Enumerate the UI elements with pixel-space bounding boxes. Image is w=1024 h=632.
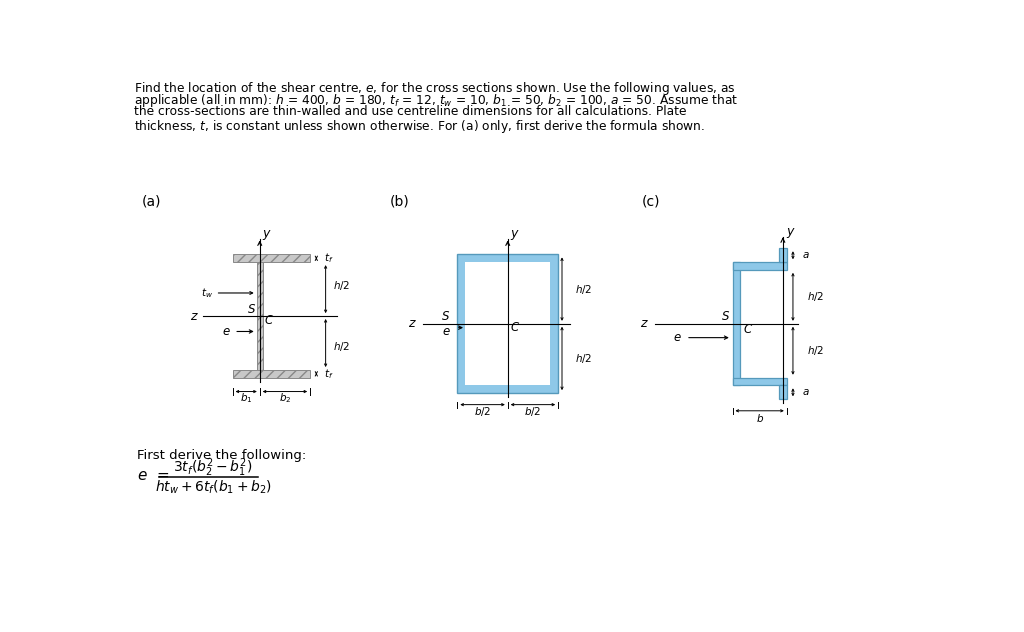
Text: $C$: $C$ <box>743 323 754 336</box>
Text: $b/2$: $b/2$ <box>524 405 542 418</box>
Text: $b/2$: $b/2$ <box>474 405 492 418</box>
Text: thickness, $t$, is constant unless shown otherwise. For (a) only, first derive t: thickness, $t$, is constant unless shown… <box>134 118 706 135</box>
Text: applicable (all in mm): $h$ = 400, $b$ = 180, $t_f$ = 12, $t_w$ = 10, $b_1$ = 50: applicable (all in mm): $h$ = 400, $b$ =… <box>134 92 738 109</box>
Text: $h/2$: $h/2$ <box>334 341 350 353</box>
Text: (a): (a) <box>142 195 162 209</box>
Text: $b_1$: $b_1$ <box>240 391 253 404</box>
Text: $h/2$: $h/2$ <box>807 290 824 303</box>
Text: $e$: $e$ <box>674 331 682 344</box>
Bar <box>465 262 550 386</box>
Text: $y$: $y$ <box>510 228 520 242</box>
Text: (b): (b) <box>390 195 410 209</box>
Text: $h/2$: $h/2$ <box>575 283 593 296</box>
Text: $C$: $C$ <box>264 314 274 327</box>
Text: $S$: $S$ <box>440 310 450 324</box>
Text: $a$: $a$ <box>802 387 810 398</box>
Text: $y$: $y$ <box>262 228 272 242</box>
Text: $S$: $S$ <box>247 303 256 317</box>
Text: $t_w$: $t_w$ <box>202 286 213 300</box>
Text: $h/2$: $h/2$ <box>575 352 593 365</box>
Text: $b_2$: $b_2$ <box>279 391 291 404</box>
Text: $e$  =: $e$ = <box>137 468 170 483</box>
Bar <box>732 262 740 386</box>
Text: $h/2$: $h/2$ <box>334 279 350 292</box>
Text: $z$: $z$ <box>640 317 649 331</box>
Bar <box>257 262 263 370</box>
Text: $y$: $y$ <box>786 226 796 240</box>
Text: (c): (c) <box>642 195 660 209</box>
Text: $t_f$: $t_f$ <box>324 252 334 265</box>
Text: $3t_f(b_2^2-b_1^2)$: $3t_f(b_2^2-b_1^2)$ <box>173 456 253 479</box>
Bar <box>232 370 310 378</box>
Text: $e$: $e$ <box>222 325 231 338</box>
Text: $C$: $C$ <box>510 321 520 334</box>
Text: $e$: $e$ <box>442 325 452 338</box>
Text: $a$: $a$ <box>802 250 810 260</box>
Text: $h/2$: $h/2$ <box>807 344 824 357</box>
Text: $t_f$: $t_f$ <box>324 367 334 380</box>
Text: $b$: $b$ <box>756 411 764 423</box>
Bar <box>779 386 786 399</box>
Text: First derive the following:: First derive the following: <box>137 449 306 461</box>
Bar <box>732 262 786 270</box>
Bar <box>732 378 786 386</box>
Text: Find the location of the shear centre, $e$, for the cross sections shown. Use th: Find the location of the shear centre, $… <box>134 80 736 97</box>
Bar <box>232 255 310 262</box>
Text: $z$: $z$ <box>409 317 417 331</box>
Text: $z$: $z$ <box>189 310 199 322</box>
Text: $ht_w+6t_f(b_1+b_2)$: $ht_w+6t_f(b_1+b_2)$ <box>155 479 271 497</box>
Bar <box>779 248 786 262</box>
Text: the cross-sections are thin-walled and use centreline dimensions for all calcula: the cross-sections are thin-walled and u… <box>134 105 687 118</box>
Text: $S$: $S$ <box>721 310 730 324</box>
Bar <box>458 255 558 393</box>
